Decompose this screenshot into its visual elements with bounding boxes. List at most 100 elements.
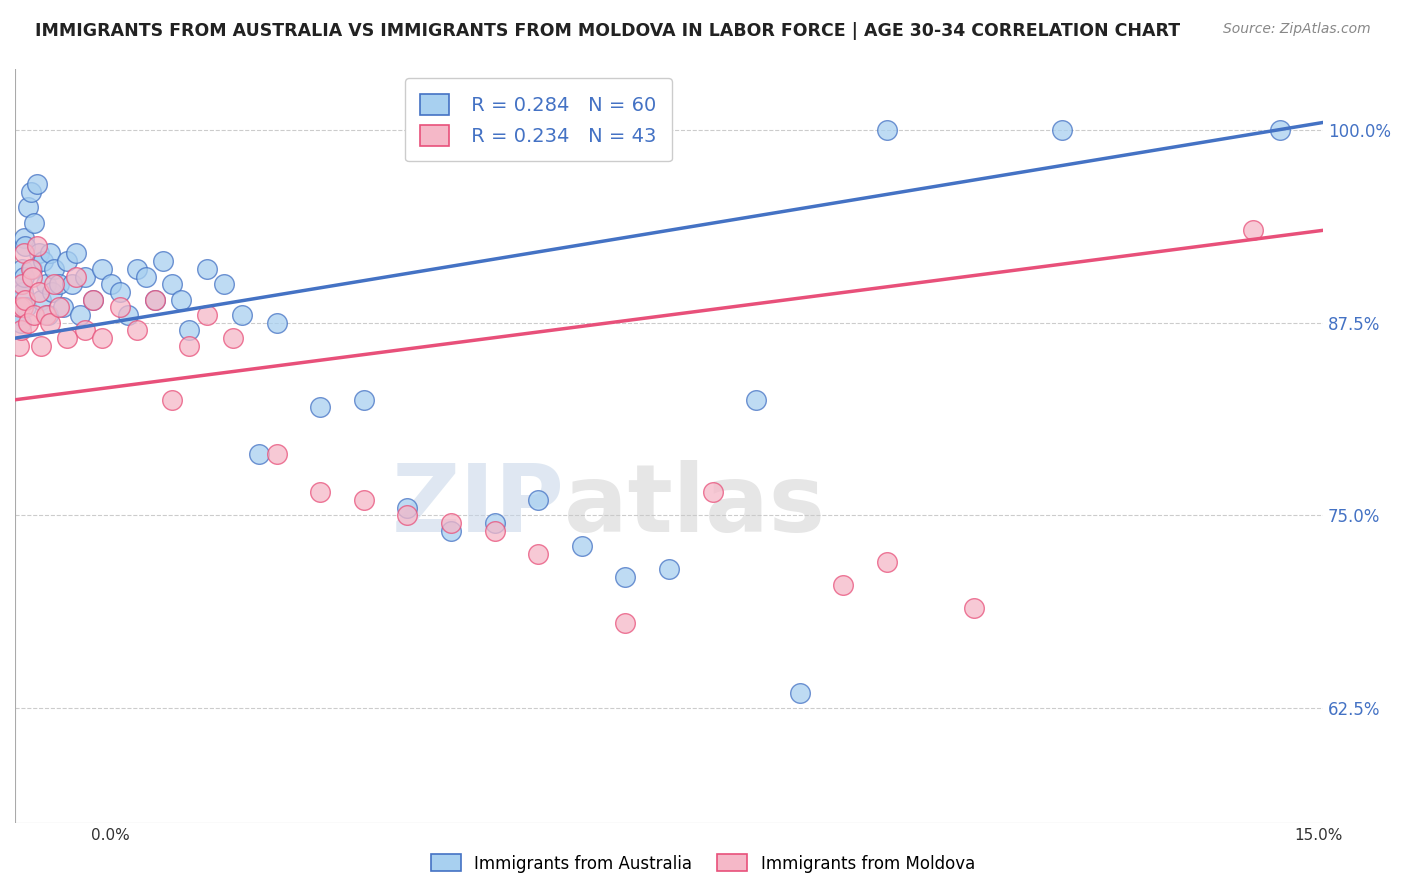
Point	[143, 293, 166, 307]
Point	[11, 261, 34, 276]
Point	[25, 177, 48, 191]
Point	[38, 316, 60, 330]
Point	[484, 524, 506, 538]
Point	[1050, 123, 1073, 137]
Point	[745, 392, 768, 407]
Point	[56, 254, 79, 268]
Text: atlas: atlas	[564, 460, 825, 552]
Point	[222, 331, 245, 345]
Point	[179, 323, 201, 337]
Point	[13, 269, 35, 284]
Point	[48, 301, 70, 315]
Point	[353, 492, 375, 507]
Point	[65, 269, 87, 284]
Point	[34, 277, 56, 292]
Legend:  R = 0.284   N = 60,  R = 0.234   N = 43: R = 0.284 N = 60, R = 0.234 N = 43	[405, 78, 672, 161]
Point	[832, 577, 855, 591]
Point	[44, 261, 66, 276]
Point	[44, 277, 66, 292]
Point	[353, 392, 375, 407]
Point	[11, 301, 34, 315]
Point	[21, 269, 44, 284]
Point	[108, 285, 131, 299]
Point	[82, 293, 104, 307]
Point	[20, 185, 42, 199]
Point	[247, 447, 270, 461]
Point	[963, 600, 986, 615]
Point	[32, 254, 55, 268]
Point	[1268, 123, 1291, 137]
Point	[22, 216, 45, 230]
Point	[25, 238, 48, 252]
Point	[614, 616, 637, 631]
Point	[143, 293, 166, 307]
Point	[8, 308, 31, 322]
Text: 15.0%: 15.0%	[1295, 828, 1343, 843]
Point	[17, 316, 39, 330]
Point	[527, 492, 550, 507]
Text: Source: ZipAtlas.com: Source: ZipAtlas.com	[1223, 22, 1371, 37]
Point	[152, 254, 174, 268]
Point	[100, 277, 122, 292]
Point	[876, 123, 898, 137]
Point	[135, 269, 157, 284]
Point	[73, 269, 96, 284]
Point	[11, 277, 34, 292]
Point	[41, 285, 63, 299]
Point	[127, 261, 149, 276]
Point	[396, 508, 419, 523]
Point	[160, 277, 183, 292]
Point	[91, 331, 114, 345]
Point	[127, 323, 149, 337]
Text: ZIP: ZIP	[391, 460, 564, 552]
Point	[876, 555, 898, 569]
Point	[440, 516, 463, 530]
Point	[195, 261, 218, 276]
Point	[65, 246, 87, 260]
Point	[266, 447, 288, 461]
Point	[13, 246, 35, 260]
Point	[37, 308, 59, 322]
Point	[117, 308, 139, 322]
Point	[28, 246, 51, 260]
Text: 0.0%: 0.0%	[91, 828, 131, 843]
Point	[571, 539, 593, 553]
Point	[20, 261, 42, 276]
Point	[14, 293, 37, 307]
Point	[60, 277, 83, 292]
Point	[30, 339, 52, 353]
Point	[82, 293, 104, 307]
Point	[56, 331, 79, 345]
Point	[789, 685, 811, 699]
Point	[179, 339, 201, 353]
Point	[52, 301, 75, 315]
Point	[440, 524, 463, 538]
Point	[170, 293, 193, 307]
Point	[11, 285, 34, 299]
Point	[527, 547, 550, 561]
Point	[108, 301, 131, 315]
Point	[10, 323, 32, 337]
Point	[8, 339, 31, 353]
Point	[8, 301, 31, 315]
Point	[34, 308, 56, 322]
Point	[48, 277, 70, 292]
Point	[38, 246, 60, 260]
Point	[73, 323, 96, 337]
Point	[91, 261, 114, 276]
Legend: Immigrants from Australia, Immigrants from Moldova: Immigrants from Australia, Immigrants fr…	[425, 847, 981, 880]
Point	[21, 261, 44, 276]
Point	[69, 308, 91, 322]
Point	[309, 485, 332, 500]
Point	[702, 485, 724, 500]
Point	[160, 392, 183, 407]
Point	[13, 231, 35, 245]
Point	[614, 570, 637, 584]
Point	[396, 500, 419, 515]
Point	[14, 238, 37, 252]
Point	[195, 308, 218, 322]
Point	[658, 562, 681, 576]
Point	[8, 277, 31, 292]
Text: IMMIGRANTS FROM AUSTRALIA VS IMMIGRANTS FROM MOLDOVA IN LABOR FORCE | AGE 30-34 : IMMIGRANTS FROM AUSTRALIA VS IMMIGRANTS …	[35, 22, 1180, 40]
Point	[309, 401, 332, 415]
